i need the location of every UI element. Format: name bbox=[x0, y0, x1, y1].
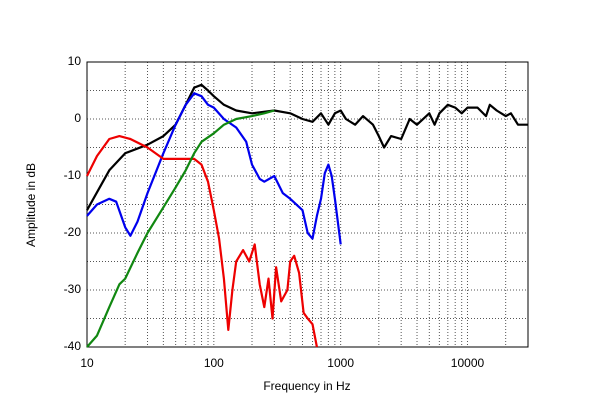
x-tick-label: 10000 bbox=[451, 356, 485, 370]
x-tick-label: 1000 bbox=[327, 356, 354, 370]
series-line bbox=[86, 135, 318, 348]
y-tick-label: -10 bbox=[64, 168, 82, 182]
y-tick-label: 0 bbox=[74, 111, 81, 125]
y-tick-label: 10 bbox=[68, 54, 82, 68]
series-line bbox=[86, 92, 342, 245]
x-tick-label: 100 bbox=[204, 356, 224, 370]
plot-frame bbox=[86, 61, 529, 348]
y-axis-label: Amplitude in dB bbox=[24, 163, 38, 247]
x-tick-label: 10 bbox=[80, 356, 94, 370]
y-tick-label: -30 bbox=[64, 282, 82, 296]
y-tick-label: -40 bbox=[64, 339, 82, 353]
series-line bbox=[86, 109, 275, 348]
y-tick-label: -20 bbox=[64, 225, 82, 239]
x-axis-label: Frequency in Hz bbox=[263, 379, 350, 393]
series-line bbox=[86, 83, 528, 211]
